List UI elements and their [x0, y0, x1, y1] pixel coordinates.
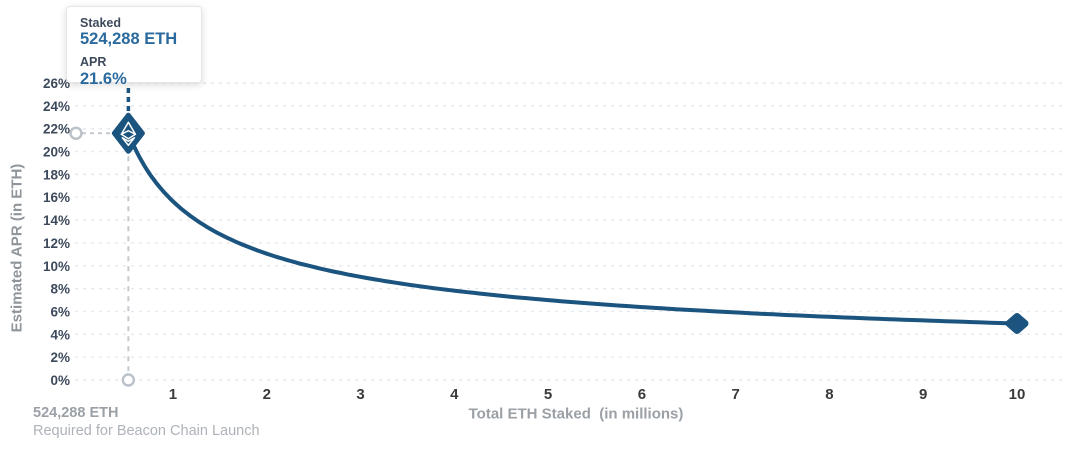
tooltip-staked-label: Staked — [80, 16, 121, 30]
x-tick-labels: 1 2 3 4 5 6 7 8 9 10 — [169, 386, 1026, 403]
y-tick-18: 18% — [43, 167, 70, 182]
y-tick-labels: 0% 2% 4% 6% 8% 10% 12% 14% 16% 18% 20% 22% 24% 26% — [43, 76, 70, 388]
x-tick-6: 6 — [638, 386, 646, 403]
x-tick-1: 1 — [169, 386, 177, 403]
y-tick-22: 22% — [43, 122, 70, 137]
y-tick-6: 6% — [50, 304, 70, 319]
footnote: 524,288 ETH Required for Beacon Chain La… — [33, 404, 260, 440]
end-point-marker[interactable] — [1005, 313, 1029, 335]
x-tick-3: 3 — [356, 386, 364, 403]
axis-marker-stake-circle — [121, 373, 136, 387]
x-tick-8: 8 — [825, 386, 833, 403]
gridlines — [75, 82, 1066, 381]
y-tick-2: 2% — [50, 350, 70, 365]
staked-point-marker[interactable] — [111, 112, 145, 154]
footnote-description: Required for Beacon Chain Launch — [33, 423, 260, 440]
apr-curve — [126, 131, 1019, 326]
y-axis-title: Estimated APR (in ETH) — [8, 163, 26, 333]
y-tick-4: 4% — [50, 327, 70, 342]
axis-marker-apr-circle — [69, 126, 83, 141]
tooltip: Staked 524,288 ETH APR 21.6% — [66, 6, 202, 88]
x-tick-10: 10 — [1009, 386, 1026, 403]
y-tick-12: 12% — [43, 236, 70, 251]
x-tick-9: 9 — [919, 386, 927, 403]
footnote-eth-amount: 524,288 ETH — [33, 405, 119, 421]
y-tick-16: 16% — [43, 190, 70, 205]
y-tick-14: 14% — [43, 213, 70, 228]
x-tick-7: 7 — [731, 386, 739, 403]
ethereum-icon — [120, 121, 137, 147]
x-tick-2: 2 — [263, 386, 271, 403]
y-tick-20: 20% — [43, 145, 70, 160]
y-tick-0: 0% — [50, 373, 70, 388]
y-tick-26: 26% — [43, 76, 70, 91]
y-tick-24: 24% — [43, 99, 70, 114]
x-tick-5: 5 — [544, 386, 552, 403]
y-tick-8: 8% — [50, 282, 70, 297]
y-tick-10: 10% — [43, 259, 70, 274]
x-axis-title: Total ETH Staked (in millions) — [468, 405, 684, 423]
x-tick-4: 4 — [450, 386, 459, 403]
tooltip-staked-value: 524,288 ETH — [80, 30, 178, 49]
tooltip-apr-value: 21.6% — [80, 69, 127, 88]
staked-point-diamond — [111, 112, 145, 154]
tooltip-apr-label: APR — [80, 55, 107, 70]
